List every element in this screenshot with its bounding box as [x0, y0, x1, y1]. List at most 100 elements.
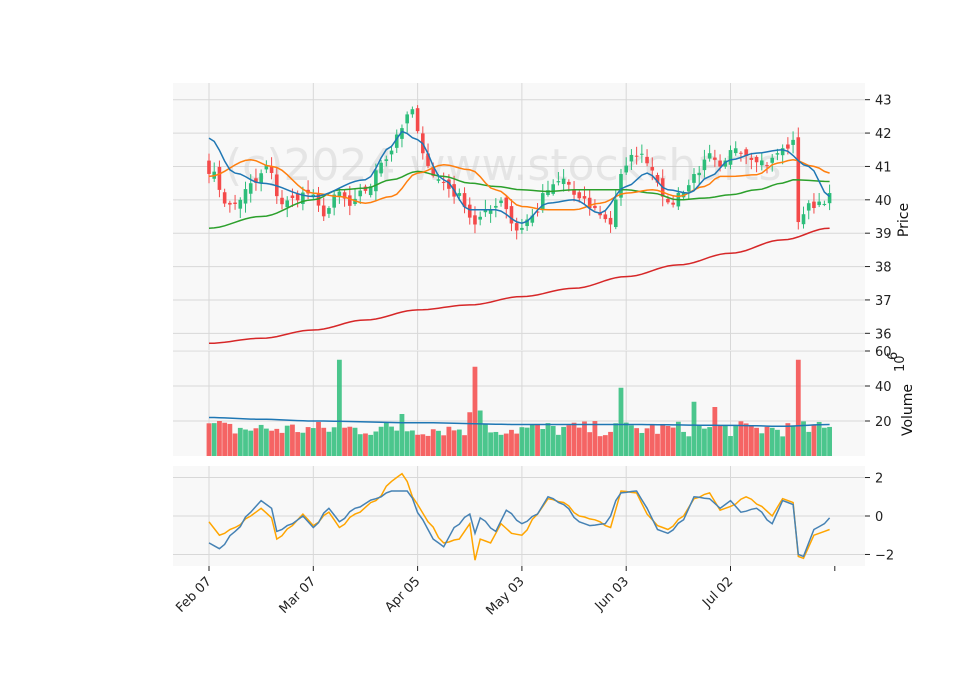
volume-bar [644, 428, 650, 456]
volume-ytick-label: 40 [875, 380, 892, 395]
candle-body [400, 128, 404, 139]
volume-bar [232, 433, 238, 456]
candle-body [415, 108, 420, 132]
volume-bar [305, 427, 311, 456]
price-ytick-label: 43 [875, 94, 892, 109]
volume-bar [222, 422, 228, 456]
volume-bar [493, 431, 499, 456]
volume-axis-title: Volume [900, 384, 916, 436]
volume-bar [681, 431, 686, 456]
volume-bar [748, 426, 754, 456]
volume-axis-exponent-power: 6 [886, 352, 901, 360]
candle-body [504, 197, 509, 210]
volume-bar [602, 435, 608, 456]
candle-body [499, 200, 503, 204]
candle-body [629, 154, 634, 162]
volume-bar [801, 421, 806, 456]
candle-body [248, 183, 253, 194]
price-ytick-label: 37 [875, 294, 892, 309]
volume-bar [759, 433, 765, 456]
xtick-label: May 03 [483, 574, 527, 618]
ma-short-line [208, 130, 831, 224]
volume-bar [717, 425, 723, 456]
volume-bar [509, 429, 514, 456]
candle-body [389, 150, 394, 155]
candle-body [780, 148, 785, 156]
candle-body [348, 195, 352, 206]
candle-body [441, 181, 446, 183]
volume-bar [409, 430, 415, 456]
volume-bar [696, 425, 702, 456]
candle-body [233, 202, 237, 204]
candle-body [269, 166, 274, 173]
volume-bar [269, 430, 274, 456]
candle-body [264, 165, 269, 170]
volume-bar [477, 410, 483, 456]
candle-body [603, 214, 608, 220]
volume-bar [634, 428, 640, 456]
volume-bar [347, 426, 353, 456]
oscillator-ytick-label: 0 [875, 510, 883, 525]
volume-bar [675, 421, 681, 456]
candle-body [817, 201, 821, 206]
candle-body [556, 181, 561, 183]
candle-body [613, 199, 618, 228]
volume-bar [707, 427, 713, 456]
volume-bar [488, 432, 494, 456]
candle-body [483, 209, 488, 213]
volume-bar [430, 429, 436, 456]
volume-bar [472, 366, 478, 456]
volume-bar [821, 427, 827, 456]
volume-bar [576, 427, 582, 456]
volume-bar [775, 429, 780, 456]
volume-bar [702, 428, 707, 456]
candle-body [733, 148, 738, 154]
volume-bar [206, 423, 212, 456]
oscillator-ytick-label: −2 [875, 548, 894, 563]
volume-bar [529, 424, 535, 456]
candle-body [254, 178, 258, 183]
volume-bar [686, 436, 692, 456]
price-ytick-label: 42 [875, 127, 892, 142]
volume-bar [811, 425, 817, 456]
volume-bar [243, 429, 248, 456]
candle-body [238, 199, 243, 209]
candle-body [634, 155, 639, 157]
volume-bar [357, 434, 363, 456]
chart-marks [206, 105, 832, 561]
candle-body [827, 193, 832, 204]
candle-body [228, 202, 232, 205]
volume-bar [545, 423, 551, 456]
candle-body [754, 156, 759, 163]
volume-bar [566, 425, 572, 456]
candle-body [243, 189, 248, 204]
volume-bar [342, 427, 347, 456]
volume-bar [352, 427, 358, 456]
candle-body [488, 209, 493, 214]
candle-body [368, 186, 373, 196]
volume-bar [613, 423, 619, 456]
candle-body [530, 215, 535, 223]
candle-body [723, 160, 728, 167]
volume-bar [524, 427, 530, 456]
volume-bar [649, 424, 655, 456]
price-ytick-label: 38 [875, 261, 892, 276]
volume-bar [587, 432, 593, 456]
candle-body [301, 192, 305, 204]
candle-body [462, 193, 467, 207]
candle-body [327, 208, 331, 214]
price-ytick-label: 36 [875, 327, 892, 342]
volume-bar [253, 428, 259, 456]
candle-body [394, 134, 399, 148]
candle-body [707, 153, 712, 159]
candle-body [290, 195, 295, 199]
chart-panels [173, 83, 865, 566]
candle-body [713, 157, 717, 160]
volume-bar [738, 421, 744, 456]
candle-body [801, 214, 806, 225]
candle-body [655, 174, 660, 183]
candle-body [332, 194, 336, 208]
volume-bar [425, 435, 431, 456]
candle-body [217, 166, 222, 190]
